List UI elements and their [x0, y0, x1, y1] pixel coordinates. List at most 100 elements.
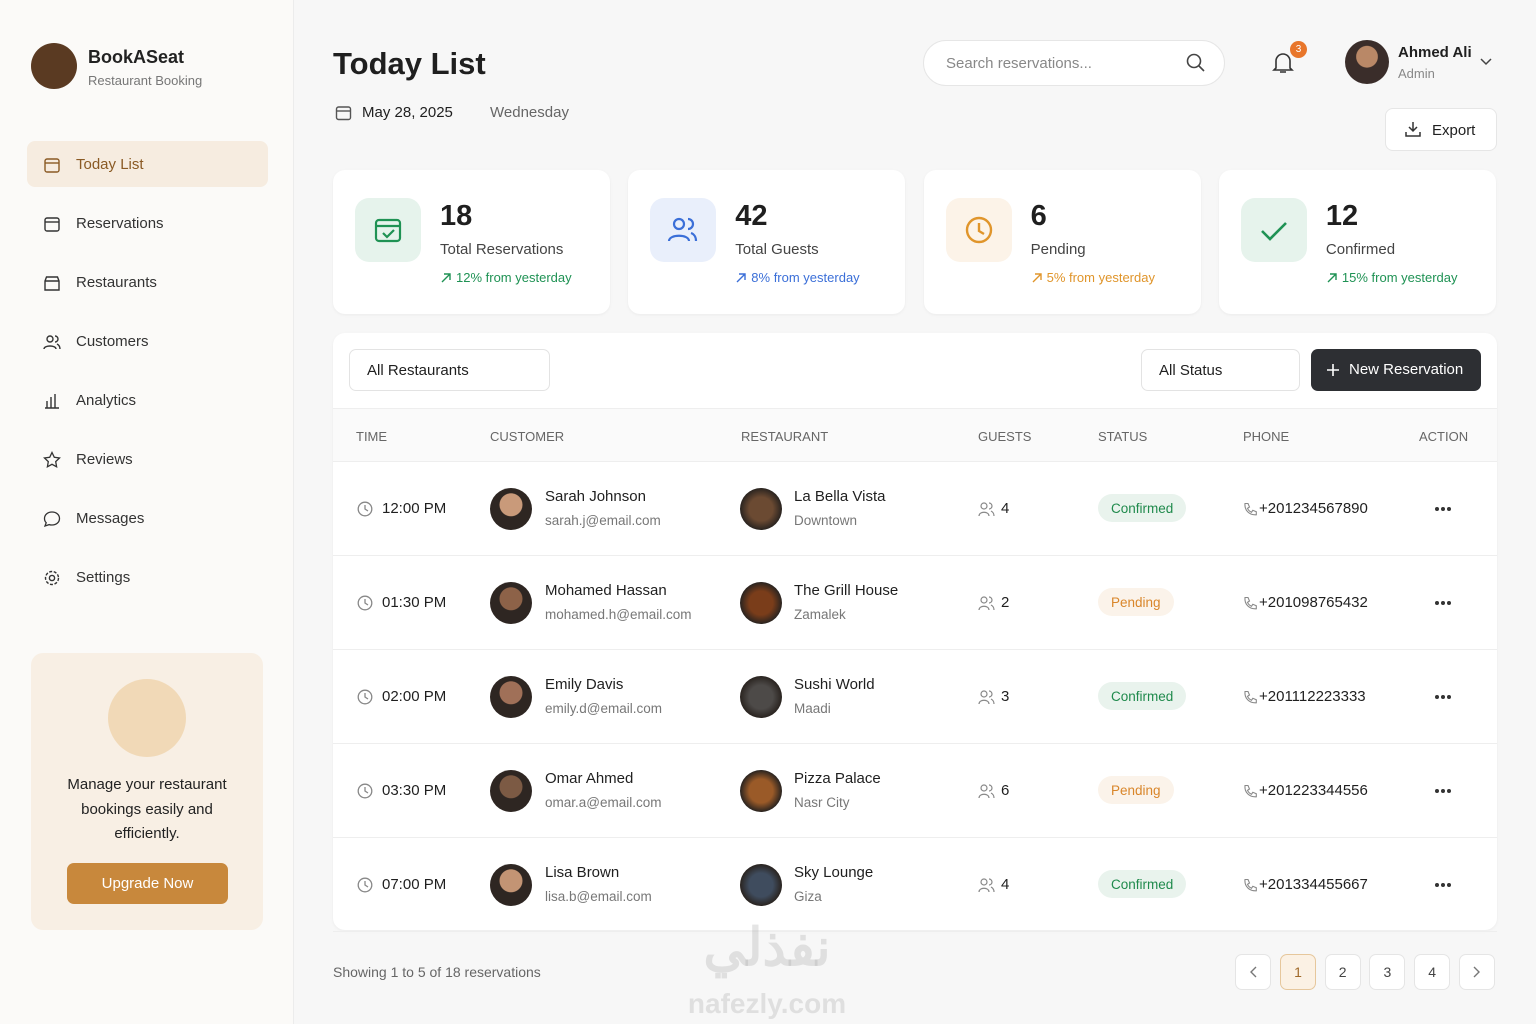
page-button[interactable]: 3	[1369, 954, 1406, 990]
nav-icon	[43, 511, 61, 528]
phone: +201098765432	[1259, 594, 1368, 611]
chevron[interactable]	[1480, 58, 1492, 66]
stat-value: 12	[1325, 200, 1359, 232]
nav-label[interactable]: Today List	[76, 155, 144, 173]
clock-icon	[357, 783, 373, 799]
guests: 6	[1001, 782, 1010, 799]
clock-icon	[357, 689, 373, 705]
customer-avatar	[490, 582, 532, 624]
nav-item[interactable]: Settings	[27, 554, 268, 600]
status-filter[interactable]: All Status	[1141, 349, 1300, 391]
clock-icon	[357, 501, 373, 517]
download-icon	[1405, 122, 1421, 137]
brand-name: BookASeat	[88, 47, 185, 67]
guests: 2	[1001, 594, 1010, 611]
restaurant-name: Sushi World	[794, 676, 875, 693]
stat-label: Confirmed	[1325, 241, 1396, 258]
brand-subtitle: Restaurant Booking	[88, 73, 203, 88]
chevron-right[interactable]	[1473, 966, 1481, 978]
restaurant-filter[interactable]: All Restaurants	[349, 349, 550, 391]
bell-icon[interactable]	[1272, 51, 1294, 75]
nav-label[interactable]: Customers	[76, 332, 149, 350]
trend-icon	[1032, 273, 1042, 283]
page-title: Today List	[333, 46, 486, 81]
new-reservation-button[interactable]: New Reservation	[1311, 349, 1481, 391]
page-button[interactable]: 2	[1324, 954, 1361, 990]
phone-icon	[1244, 784, 1257, 798]
customer-name: Omar Ahmed	[545, 770, 634, 787]
search-input[interactable]: Search reservations...	[923, 40, 1225, 86]
watermark-url: nafezly.com	[687, 988, 847, 1019]
pagination-summary: Showing 1 to 5 of 18 reservations	[333, 964, 541, 980]
customer-email: mohamed.h@email.com	[545, 607, 692, 622]
action-menu[interactable]	[1434, 882, 1452, 888]
time: 01:30 PM	[382, 594, 447, 611]
customer-email: emily.d@email.com	[545, 701, 662, 716]
stat-icon	[945, 198, 1012, 262]
customer-avatar	[490, 864, 532, 906]
search-icon[interactable]	[1186, 53, 1205, 72]
notification-count: 3	[1290, 41, 1307, 58]
nav-item[interactable]: Analytics	[27, 377, 268, 423]
action-menu[interactable]	[1434, 506, 1452, 512]
stat-icon	[650, 198, 717, 262]
nav-item[interactable]: Today List	[27, 141, 268, 187]
prev-page[interactable]	[1235, 954, 1271, 990]
guests-icon	[978, 878, 995, 893]
nav-item[interactable]: Customers	[27, 318, 268, 364]
stat-icon	[355, 198, 421, 262]
customer-name: Mohamed Hassan	[545, 582, 667, 599]
phone-icon	[1244, 878, 1257, 892]
nav-label[interactable]: Reservations	[76, 214, 164, 232]
customer-email: lisa.b@email.com	[545, 889, 652, 904]
clock-icon	[357, 877, 373, 893]
promo-text: Manage your restaurant bookings easily a…	[67, 776, 227, 842]
promo-card: Manage your restaurant bookings easily a…	[31, 653, 263, 930]
time: 07:00 PM	[382, 876, 447, 893]
nav-item[interactable]: Reviews	[27, 436, 268, 482]
customer-name: Emily Davis	[545, 676, 624, 693]
chevron-left[interactable]	[1249, 966, 1257, 978]
upgrade-button[interactable]: Upgrade Now	[67, 863, 228, 904]
action-menu[interactable]	[1434, 600, 1452, 606]
table-header: TIME CUSTOMER RESTAURANT GUESTS STATUS PHONE A…	[333, 408, 1497, 462]
user-role: Admin	[1398, 66, 1435, 81]
customer-avatar	[490, 770, 532, 812]
next-page[interactable]	[1458, 954, 1495, 990]
export-button[interactable]: Export	[1385, 108, 1497, 151]
nav-label[interactable]: Analytics	[76, 391, 137, 409]
nav-item[interactable]: Messages	[27, 495, 268, 541]
nav-label[interactable]: Settings	[76, 568, 131, 586]
restaurant-image	[740, 770, 782, 812]
status-badge: Confirmed	[1098, 494, 1187, 522]
nav-label[interactable]: Restaurants	[76, 273, 157, 291]
column-header: ACTION	[1419, 429, 1469, 444]
phone-icon	[1244, 690, 1257, 704]
column-header: PHONE	[1243, 429, 1290, 444]
nav-icon	[44, 570, 60, 586]
page-button[interactable]: 4	[1414, 954, 1451, 990]
nav-label[interactable]: Messages	[76, 509, 145, 527]
restaurant-image	[740, 582, 782, 624]
trend-icon	[441, 273, 451, 283]
user-avatar[interactable]	[1345, 40, 1389, 84]
action-menu[interactable]	[1434, 788, 1452, 794]
stat-card: 6 Pending 5% from yesterday	[923, 170, 1201, 314]
nav-icon	[43, 451, 61, 469]
time: 03:30 PM	[382, 782, 447, 799]
nav-icon	[44, 217, 60, 232]
stat-icon	[1240, 198, 1307, 262]
nav-label[interactable]: Reviews	[76, 450, 133, 468]
restaurant-image	[740, 864, 782, 906]
customer-avatar	[490, 488, 532, 530]
guests-icon	[978, 690, 995, 705]
action-menu[interactable]	[1434, 694, 1452, 700]
guests: 4	[1001, 876, 1010, 893]
stat-label: Total Guests	[735, 241, 819, 258]
guests-icon	[978, 502, 995, 517]
stat-card: 12 Confirmed 15% from yesterday	[1218, 170, 1496, 314]
nav-item[interactable]: Restaurants	[27, 259, 268, 305]
nav-item[interactable]: Reservations	[27, 200, 268, 246]
page-button[interactable]: 1	[1280, 954, 1316, 990]
stat-card: 42 Total Guests 8% from yesterday	[628, 170, 906, 314]
